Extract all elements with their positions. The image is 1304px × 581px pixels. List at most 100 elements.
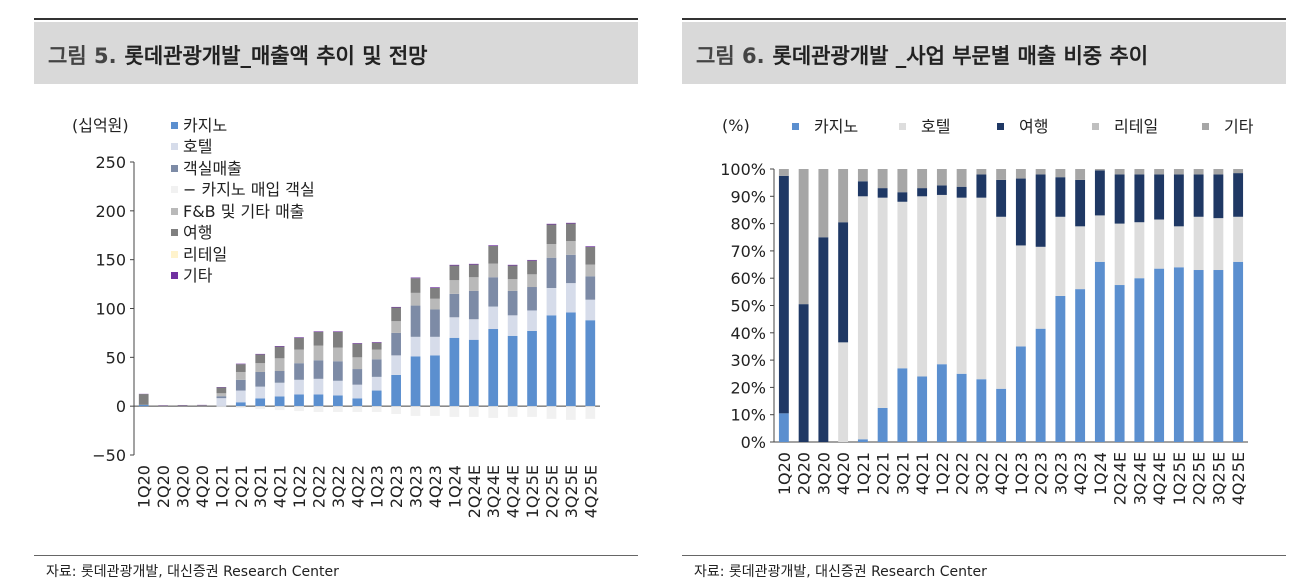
bar-segment — [430, 309, 440, 337]
bar-segment — [1035, 169, 1046, 175]
bar-segment — [333, 331, 343, 332]
bar-segment — [158, 405, 168, 407]
bar-segment — [996, 169, 1007, 180]
bar-segment — [352, 406, 363, 413]
bar-segment — [468, 290, 479, 320]
bar-segment — [255, 398, 266, 407]
bar-segment — [391, 374, 401, 407]
y-tick-label: 30% — [730, 351, 766, 370]
x-tick-label: 4Q20 — [193, 465, 212, 508]
bar-segment — [818, 169, 829, 238]
bar-segment — [1075, 226, 1086, 290]
y-tick-label: 80% — [730, 215, 766, 234]
bar-segment — [818, 237, 829, 442]
bar-segment — [527, 310, 537, 331]
bar-segment — [488, 277, 499, 307]
bar-segment — [1114, 285, 1125, 442]
bar-segment — [371, 349, 382, 360]
x-tick-label: 4Q21 — [913, 452, 932, 495]
bar-segment — [585, 299, 596, 321]
y-tick-label: 90% — [730, 187, 766, 206]
bar-segment — [235, 371, 246, 380]
bar-segment — [430, 355, 440, 407]
bar-segment — [1075, 179, 1086, 227]
bar-segment — [1015, 245, 1026, 347]
bar-segment — [566, 241, 576, 255]
bar-segment — [566, 254, 576, 284]
y-tick-label: 10% — [730, 406, 766, 425]
bar-segment — [778, 413, 789, 442]
bar-segment — [274, 346, 285, 347]
y-tick-label: 250 — [95, 153, 126, 172]
legend-label: 객실매출 — [183, 159, 242, 178]
bar-segment — [1015, 346, 1026, 442]
bar-segment — [274, 396, 285, 407]
bar-segment — [1213, 169, 1224, 175]
bar-segment — [897, 201, 908, 369]
bar-segment — [897, 192, 908, 202]
bar-segment — [488, 263, 499, 278]
x-tick-label: 2Q21 — [232, 465, 251, 508]
bar-segment — [352, 384, 363, 399]
bar-segment — [1154, 174, 1165, 220]
bar-segment — [138, 404, 149, 407]
bar-segment — [798, 169, 809, 305]
bar-segment — [371, 406, 382, 413]
y-tick-label: 200 — [95, 202, 126, 221]
bar-segment — [313, 378, 324, 395]
legend-label: 카지노 — [183, 116, 227, 135]
bar-segment — [1114, 223, 1125, 286]
bar-segment — [1055, 169, 1066, 178]
x-tick-label: 2Q20 — [795, 452, 814, 495]
bar-segment — [1114, 169, 1125, 175]
bar-segment — [585, 276, 596, 300]
x-tick-label: 1Q25E — [1170, 452, 1189, 505]
bar-segment — [527, 330, 537, 407]
bar-segment — [507, 406, 518, 417]
x-tick-label: 2Q23 — [387, 465, 406, 508]
x-tick-label: 1Q20 — [135, 465, 154, 508]
bar-segment — [1173, 169, 1184, 175]
x-tick-label: 4Q21 — [271, 465, 290, 508]
bar-segment — [507, 315, 518, 336]
legend-swatch — [171, 165, 178, 172]
bar-segment — [449, 265, 460, 281]
legend-label: 리테일 — [183, 245, 227, 264]
bar-segment — [255, 363, 266, 372]
legend-swatch — [171, 186, 178, 193]
bar-segment — [371, 390, 382, 407]
bar-segment — [468, 264, 479, 278]
bar-segment — [897, 368, 908, 442]
legend-swatch — [1202, 123, 1209, 130]
legend-label: F&B 및 기타 매출 — [183, 202, 305, 221]
segment-share-stacked-bar-chart: 0%10%20%30%40%50%60%70%80%90%100%1Q20 2Q2… — [720, 116, 1253, 505]
bar-segment — [430, 406, 440, 416]
bar-segment — [333, 361, 343, 381]
bar-segment — [216, 387, 227, 394]
x-tick-label: 4Q23 — [426, 465, 445, 508]
bar-segment — [468, 406, 479, 417]
bar-segment — [1193, 270, 1204, 442]
bar-segment — [235, 364, 246, 372]
x-tick-label: 4Q24E — [504, 465, 523, 518]
bar-segment — [430, 287, 440, 299]
bar-segment — [585, 320, 596, 407]
bar-segment — [917, 188, 928, 197]
bar-segment — [838, 342, 849, 442]
bar-segment — [996, 388, 1007, 442]
x-tick-label: 2Q24E — [1111, 452, 1130, 505]
bar-segment — [449, 406, 460, 417]
bar-segment — [294, 337, 304, 350]
bar-segment — [1055, 216, 1066, 296]
bar-segment — [274, 382, 285, 397]
bar-segment — [138, 394, 149, 405]
figure-5-panel: 그림 5. 롯데관광개발_매출액 추이 및 전망 −50 0 50 100 150 200 2… — [34, 0, 638, 581]
bar-segment — [936, 194, 947, 365]
x-tick-label: 1Q20 — [775, 452, 794, 495]
bar-segment — [1193, 169, 1204, 175]
legend-label: − 카지노 매입 객실 — [183, 180, 315, 199]
bar-segment — [798, 304, 809, 442]
figure-number: 그림 6. — [696, 44, 765, 68]
bar-segment — [274, 358, 285, 372]
legend-swatch — [171, 143, 178, 150]
